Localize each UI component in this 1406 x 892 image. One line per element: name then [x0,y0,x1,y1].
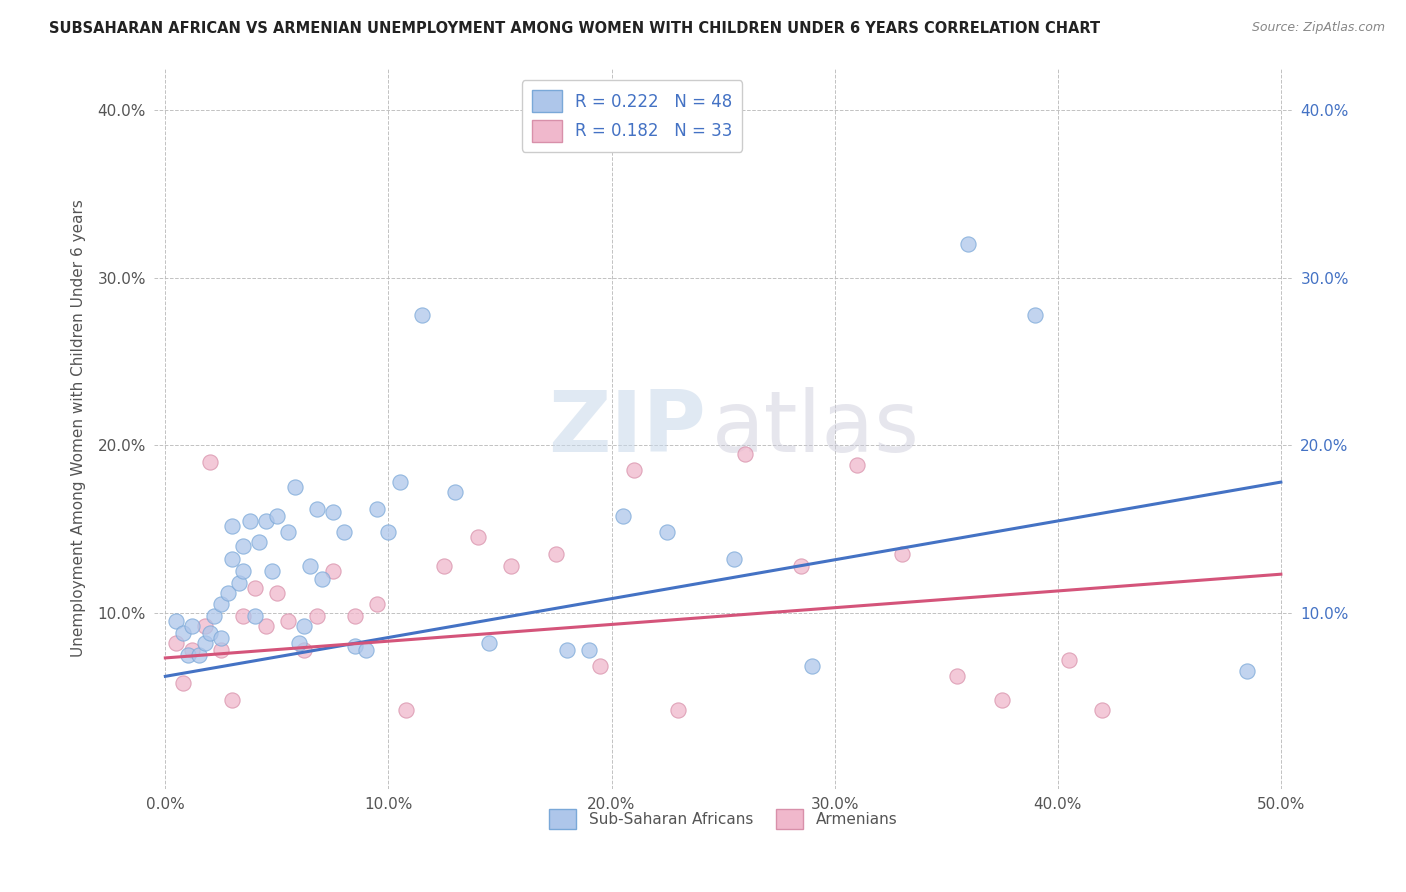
Point [277,614,299,628]
Point [166,614,188,628]
Point [204,609,226,624]
Point [254,514,277,528]
Point [1091,703,1114,717]
Point [209,598,232,612]
Point [322,564,344,578]
Text: Source: ZipAtlas.com: Source: ZipAtlas.com [1251,21,1385,34]
Point [266,508,288,523]
Point [578,642,600,657]
Point [228,575,250,590]
Point [166,636,188,650]
Point [266,585,288,599]
Point [946,669,969,683]
Point [299,558,322,573]
Point [288,636,311,650]
Point [181,642,204,657]
Point [555,642,578,657]
Point [194,619,217,633]
Point [243,581,266,595]
Point [343,639,366,653]
Point [890,547,912,561]
Point [1236,665,1258,679]
Point [366,502,388,516]
Point [198,455,221,469]
Point [957,237,980,252]
Point [388,475,411,489]
Y-axis label: Unemployment Among Women with Children Under 6 years: Unemployment Among Women with Children U… [72,200,86,657]
Point [209,631,232,645]
Point [217,585,239,599]
Legend: Sub-Saharan Africans, Armenians: Sub-Saharan Africans, Armenians [543,803,904,835]
Point [354,642,377,657]
Point [801,659,824,673]
Point [284,480,307,494]
Point [668,703,690,717]
Point [501,558,523,573]
Point [221,693,243,707]
Point [243,609,266,624]
Point [612,508,634,523]
Point [172,676,194,690]
Point [623,463,645,477]
Point [187,648,209,662]
Point [232,539,254,553]
Point [991,693,1014,707]
Point [232,609,254,624]
Point [194,636,217,650]
Point [657,525,679,540]
Point [311,572,333,586]
Point [790,558,813,573]
Point [478,636,501,650]
Point [845,458,868,473]
Text: ZIP: ZIP [548,387,706,470]
Point [377,525,399,540]
Point [292,619,315,633]
Point [176,648,198,662]
Point [1024,308,1046,322]
Point [366,598,388,612]
Point [181,619,204,633]
Point [395,703,418,717]
Point [232,564,254,578]
Point [172,625,194,640]
Point [198,625,221,640]
Point [589,659,612,673]
Point [333,525,356,540]
Point [723,552,745,566]
Point [433,558,456,573]
Point [277,525,299,540]
Point [544,547,567,561]
Point [247,535,270,549]
Point [305,609,328,624]
Point [262,564,284,578]
Point [254,619,277,633]
Point [734,447,756,461]
Point [209,642,232,657]
Point [343,609,366,624]
Point [221,518,243,533]
Point [322,505,344,519]
Point [305,502,328,516]
Text: SUBSAHARAN AFRICAN VS ARMENIAN UNEMPLOYMENT AMONG WOMEN WITH CHILDREN UNDER 6 YE: SUBSAHARAN AFRICAN VS ARMENIAN UNEMPLOYM… [49,21,1101,36]
Point [411,308,433,322]
Point [444,485,467,500]
Point [292,642,315,657]
Text: atlas: atlas [711,387,920,470]
Point [221,552,243,566]
Point [467,530,489,544]
Point [1057,652,1080,666]
Point [239,514,262,528]
